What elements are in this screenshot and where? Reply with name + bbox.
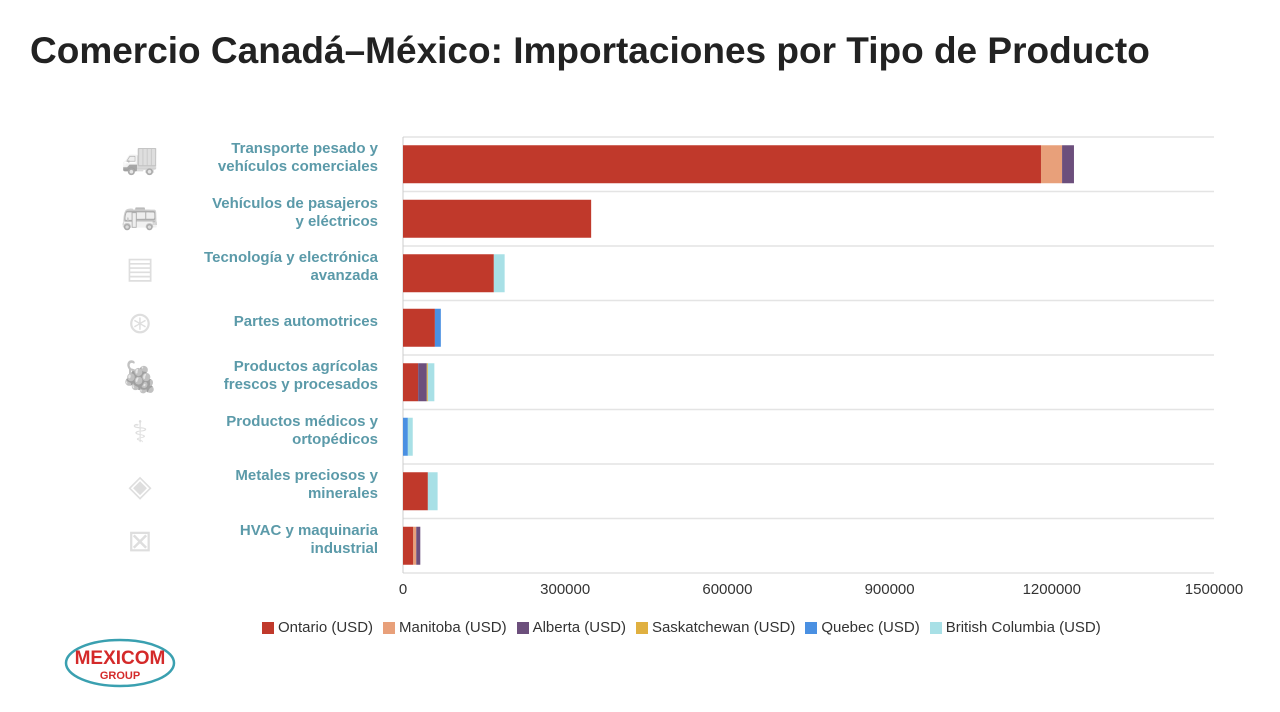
x-tick-label: 600000 bbox=[702, 581, 753, 598]
bar-segment bbox=[418, 363, 427, 402]
legend-label: British Columbia (USD) bbox=[945, 619, 1101, 636]
legend-item: Saskatchewan (USD) bbox=[635, 619, 796, 636]
bar-segment bbox=[427, 472, 438, 511]
legend-item: Manitoba (USD) bbox=[383, 619, 507, 636]
category-label-line: avanzada bbox=[310, 267, 378, 285]
legend-label: Saskatchewan (USD) bbox=[651, 619, 796, 636]
legend-item: Ontario (USD) bbox=[262, 619, 373, 636]
steering-wheel-icon: ⊛ bbox=[127, 306, 153, 340]
category-label: Transporte pesado y vehículos comerciales bbox=[118, 140, 378, 176]
bar-segment bbox=[1062, 145, 1074, 184]
diamond-icon: ◈ bbox=[128, 470, 152, 504]
category-label-line: vehículos comerciales bbox=[217, 158, 378, 176]
stethoscope-icon: ⚕ bbox=[131, 415, 149, 449]
category-label: Metales preciosos y minerales bbox=[118, 467, 378, 503]
page-title: Comercio Canadá–México: Importaciones po… bbox=[30, 30, 1150, 71]
bar-segment bbox=[416, 526, 421, 565]
legend-swatch bbox=[383, 621, 396, 634]
category-label-line: HVAC y maquinaria bbox=[239, 521, 378, 539]
bar-segment bbox=[403, 417, 408, 456]
category-label-line: Tecnología y electrónica bbox=[204, 249, 378, 267]
bar-segment bbox=[403, 254, 494, 293]
category-label-line: Metales preciosos y bbox=[235, 467, 378, 485]
legend-label: Quebec (USD) bbox=[821, 619, 920, 636]
legend-label: Ontario (USD) bbox=[278, 619, 374, 636]
legend-item: Alberta (USD) bbox=[516, 619, 626, 636]
svg-text:MEXICOM: MEXICOM bbox=[75, 648, 166, 669]
legend-swatch bbox=[516, 621, 529, 634]
bar-segment bbox=[403, 526, 414, 565]
category-label: Partes automotrices bbox=[118, 313, 378, 331]
category-label-line: minerales bbox=[307, 485, 378, 503]
legend-label: Manitoba (USD) bbox=[399, 619, 507, 636]
fan-icon: ⊠ bbox=[127, 524, 153, 558]
category-label-line: ortopédicos bbox=[292, 430, 378, 448]
bar-segment bbox=[403, 363, 419, 402]
legend-swatch bbox=[635, 621, 648, 634]
legend-swatch bbox=[929, 621, 942, 634]
category-label: Productos médicos y ortopédicos bbox=[118, 413, 378, 449]
legend-label: Alberta (USD) bbox=[532, 619, 626, 636]
x-tick-label: 1200000 bbox=[1022, 581, 1081, 598]
category-label: Productos agrícolas frescos y procesados bbox=[118, 358, 378, 394]
category-label: Vehículos de pasajeros y eléctricos bbox=[118, 195, 378, 231]
legend-item: Quebec (USD) bbox=[805, 619, 920, 636]
bar-segment bbox=[1040, 145, 1063, 184]
legend-swatch bbox=[805, 621, 818, 634]
category-label-line: Productos médicos y bbox=[226, 412, 378, 430]
bar-segment bbox=[426, 363, 428, 402]
legend-swatch bbox=[262, 621, 274, 634]
bar-segment bbox=[403, 199, 592, 238]
category-label-line: y eléctricos bbox=[295, 212, 378, 230]
bar-segment bbox=[434, 308, 441, 347]
legend-item: British Columbia (USD) bbox=[929, 619, 1101, 636]
bar-segment bbox=[403, 145, 1041, 184]
bar-segment bbox=[413, 526, 417, 565]
category-label-line: frescos y procesados bbox=[223, 376, 378, 394]
bar-segment bbox=[493, 254, 505, 293]
category-label-line: Vehículos de pasajeros bbox=[212, 194, 378, 212]
x-tick-label: 300000 bbox=[540, 581, 591, 598]
x-tick-label: 0 bbox=[398, 581, 408, 598]
legend: Ontario (USD) Manitoba (USD) Alberta (USD)… bbox=[262, 619, 1101, 636]
bus-icon: 🚌 bbox=[121, 197, 159, 231]
mexicom-logo: MEXICOM GROUP bbox=[64, 638, 176, 688]
server-icon: ▤ bbox=[125, 252, 155, 286]
bar-segment bbox=[403, 472, 428, 511]
x-tick-label: 1500000 bbox=[1184, 581, 1244, 598]
category-label-line: Partes automotrices bbox=[233, 312, 378, 330]
bar-segment bbox=[403, 308, 435, 347]
truck-icon: 🚚 bbox=[121, 143, 159, 177]
bar-segment bbox=[407, 417, 413, 456]
svg-text:GROUP: GROUP bbox=[100, 670, 140, 682]
bar-segment bbox=[427, 363, 435, 402]
grapes-icon: 🍇 bbox=[121, 361, 159, 395]
category-label-line: industrial bbox=[310, 539, 378, 557]
x-tick-label: 900000 bbox=[864, 581, 915, 598]
category-label-line: Transporte pesado y bbox=[231, 140, 378, 158]
category-label-line: Productos agrícolas bbox=[233, 358, 378, 376]
category-label: HVAC y maquinaria industrial bbox=[118, 522, 378, 558]
category-label: Tecnología y electrónica avanzada bbox=[118, 249, 378, 285]
